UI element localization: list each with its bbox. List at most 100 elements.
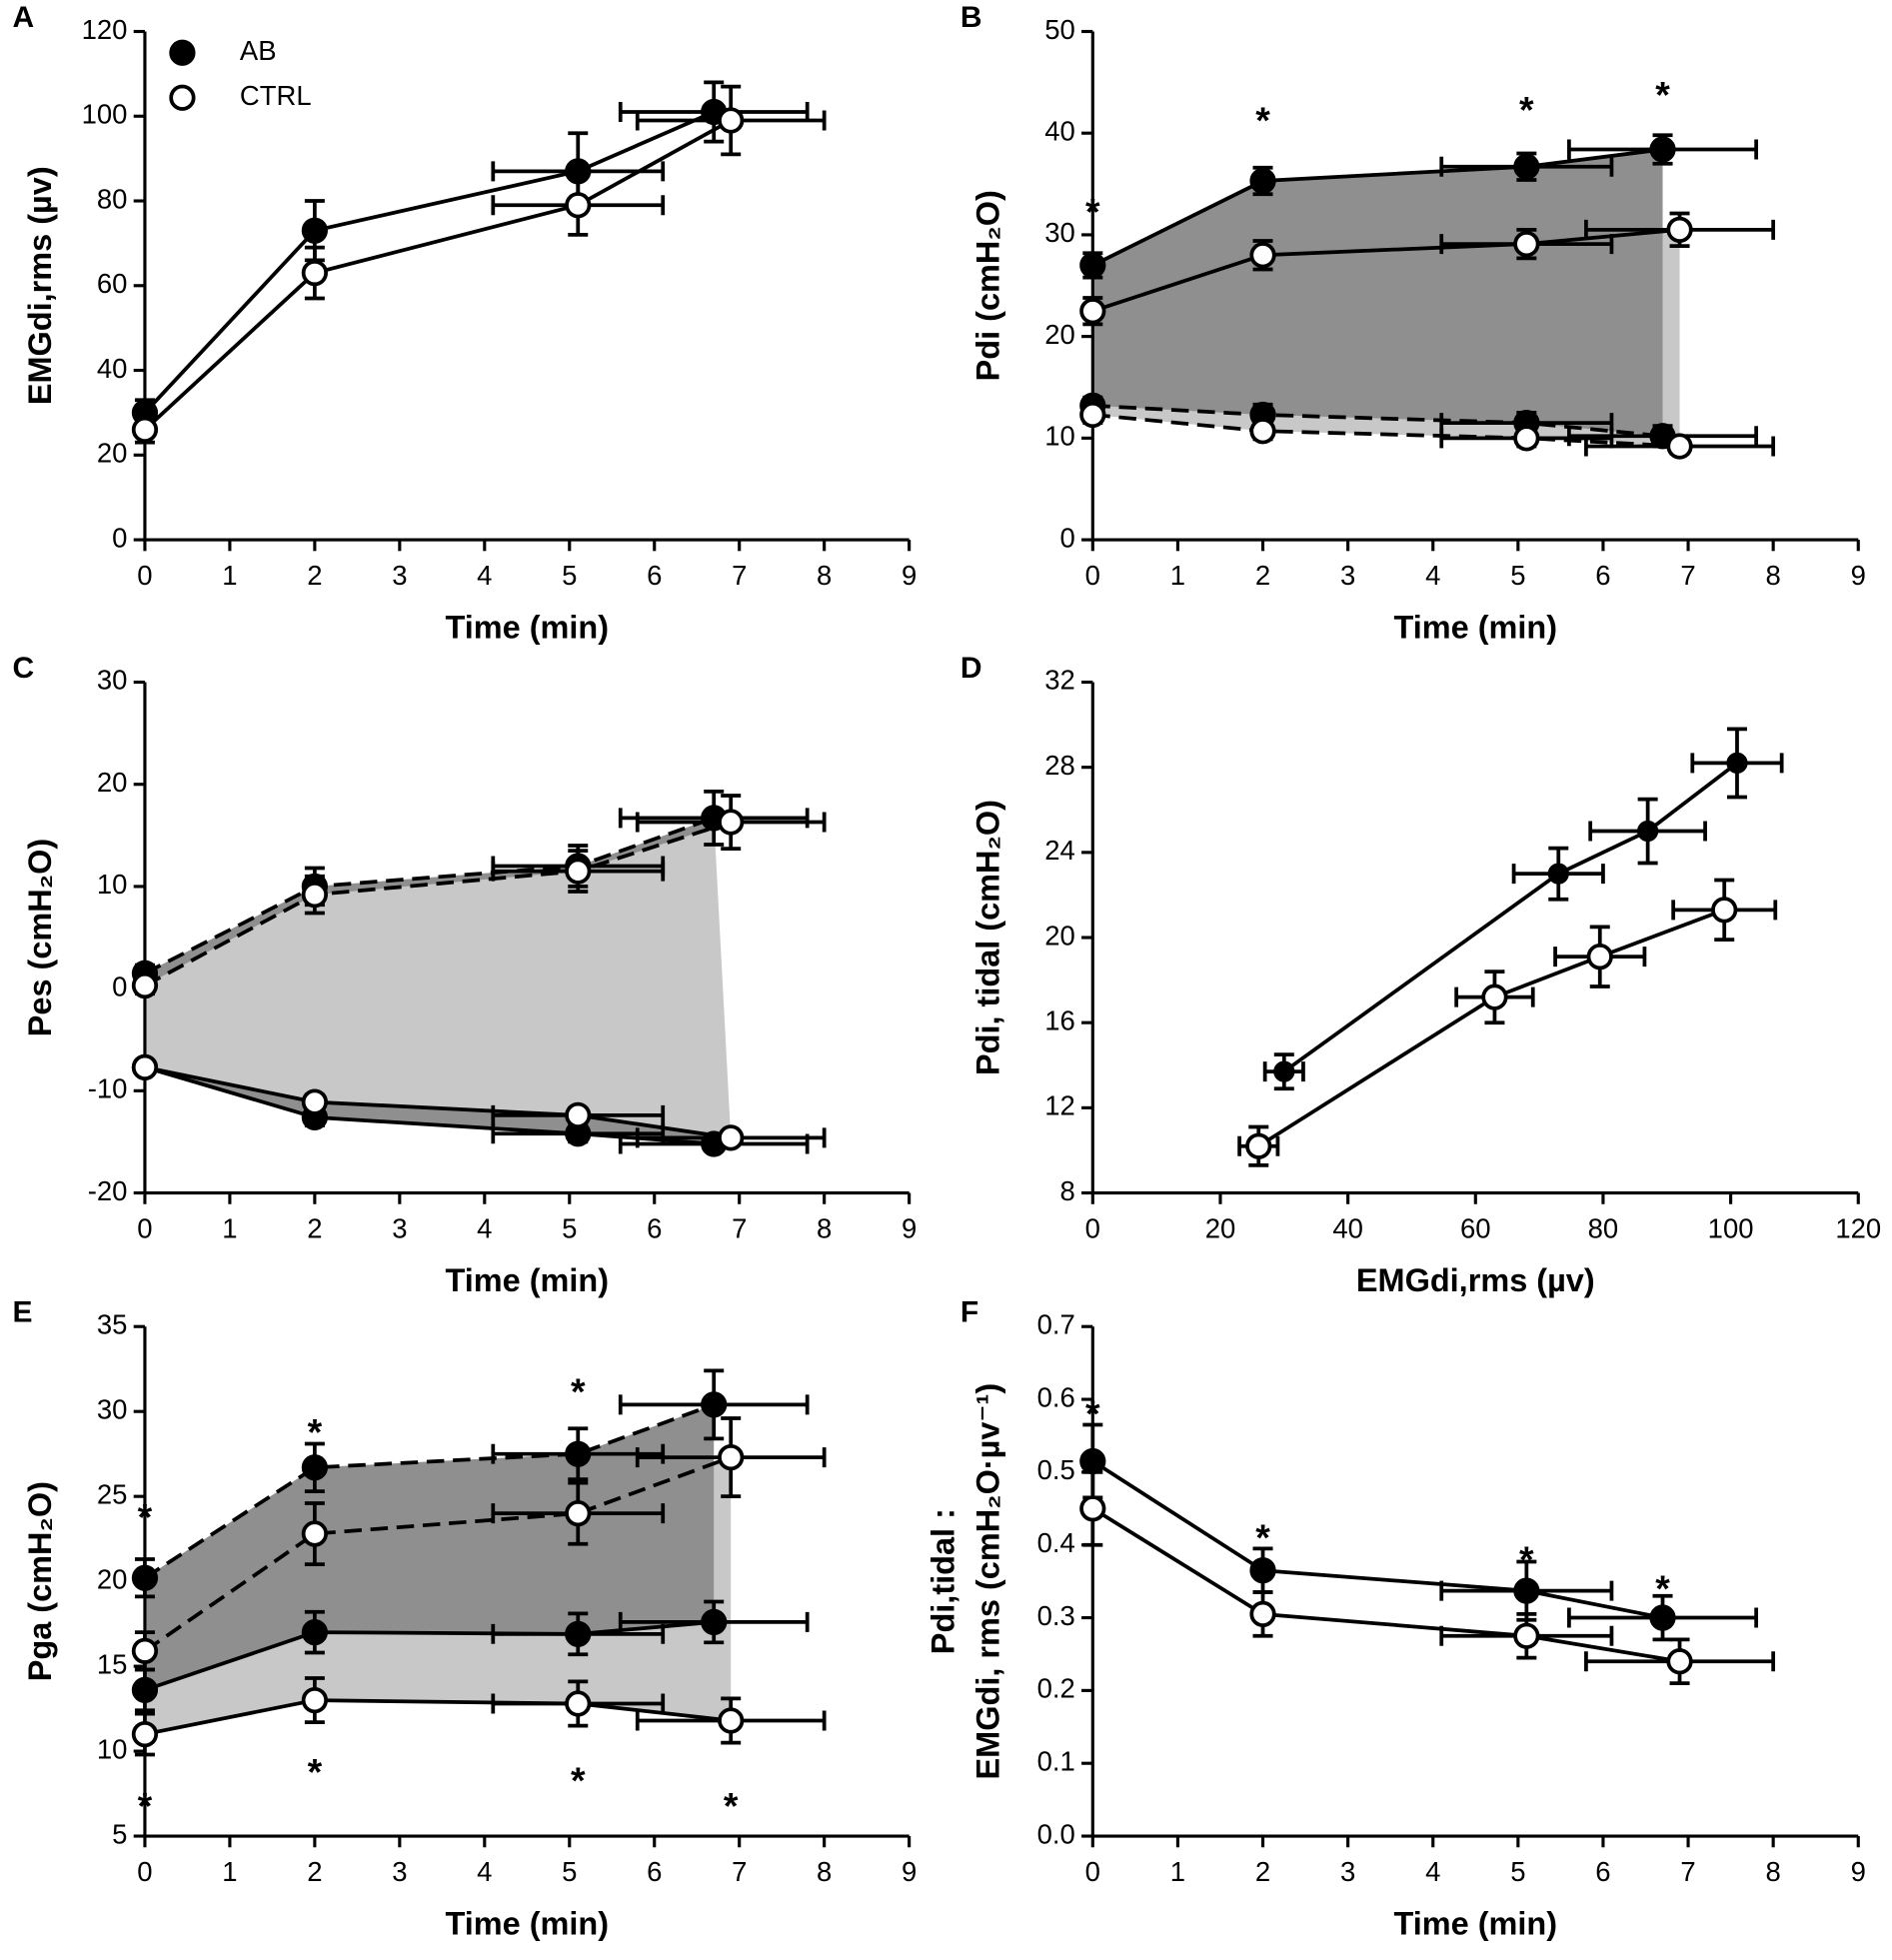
x-tick-label: 0 [1085,1212,1100,1243]
x-tick-label: 5 [1510,560,1525,591]
x-axis-title: Time (min) [446,1906,610,1942]
series-line [144,1064,732,1140]
legend-label: AB [240,35,277,66]
panel: C -20 -10 0 10 20 30 0 1 2 3 4 5 6 7 8 9 Time (min) Pes (c… [12,652,917,1298]
data-point [301,1686,328,1714]
data-point [1547,863,1569,885]
y-tick-label: 20 [1044,920,1075,951]
data-point [1079,401,1106,429]
significance-marker: * [1519,1538,1534,1580]
y-tick-label: 30 [97,665,128,696]
x-tick-label: 2 [307,1856,322,1887]
significance-marker: * [1519,89,1534,131]
data-point [1586,944,1613,971]
y-tick-label: 100 [82,99,128,130]
data-point [718,1707,745,1734]
x-tick-label: 7 [1680,560,1695,591]
data-point [1513,230,1540,258]
data-point [1666,1648,1693,1675]
y-tick-label: 40 [97,353,128,384]
series-line [143,118,733,432]
significance-marker: * [1085,190,1100,232]
legend-marker [169,84,196,111]
data-point [131,1676,159,1704]
y-tick-label: 12 [1044,1090,1075,1121]
data-point [1513,153,1540,180]
data-point [131,1564,159,1591]
x-tick-label: 20 [1205,1212,1236,1243]
data-point [1079,1495,1106,1522]
series-line [144,816,715,976]
x-tick-label: 40 [1332,1212,1363,1243]
panel-letter: C [12,652,34,685]
data-point [1513,1577,1540,1604]
x-tick-label: 9 [1851,1856,1866,1887]
significance-marker: * [308,1411,323,1453]
panel-letter: F [960,1296,978,1329]
panel: B 0 10 20 30 40 50 0 1 2 3 4 5 6 7 8 9 Time (min) Pdi (cmH… [960,1,1866,646]
data-point [565,1440,592,1467]
x-axis-title: Time (min) [446,610,610,646]
data-point [1513,425,1540,452]
y-tick-label: 24 [1044,835,1075,866]
x-tick-label: 1 [1170,560,1185,591]
x-tick-label: 3 [392,1856,407,1887]
y-axis-title: EMGdi, rms (cmH₂O·µv⁻¹) [969,1383,1005,1780]
x-axis-title: Time (min) [1394,1906,1558,1942]
x-tick-label: 1 [222,1212,237,1243]
x-tick-label: 4 [477,560,492,591]
x-tick-label: 2 [307,1212,322,1243]
data-point [301,217,328,244]
data-point [565,192,592,219]
series-line [1282,761,1739,1073]
data-point [131,972,159,999]
series-line [1091,147,1663,268]
y-tick-label: -10 [88,1073,128,1104]
y-tick-label: 5 [112,1818,127,1849]
x-tick-label: 7 [732,560,747,591]
y-tick-label: 20 [97,438,128,469]
data-point [301,881,328,909]
x-tick-label: 8 [817,560,832,591]
data-point [701,1608,728,1636]
x-tick-label: 9 [1851,560,1866,591]
x-tick-label: 3 [392,1212,407,1243]
series-line [143,1455,732,1653]
x-tick-label: 80 [1588,1212,1619,1243]
data-point [718,1443,745,1471]
series-line [1092,403,1663,439]
x-tick-label: 1 [1170,1856,1185,1887]
x-tick-label: 0 [137,560,152,591]
legend-label: CTRL [240,80,312,111]
x-tick-label: 8 [1766,1856,1781,1887]
x-tick-label: 1 [222,560,237,591]
x-tick-label: 120 [1835,1212,1881,1243]
data-point [1649,1604,1676,1631]
data-point [301,1618,328,1646]
y-tick-label: 35 [97,1309,128,1340]
x-tick-label: 9 [902,560,917,591]
y-axis-title: Pdi, tidal (cmH₂O) [969,800,1005,1075]
y-axis-title: Pes (cmH₂O) [22,839,58,1036]
data-point [301,259,328,287]
panel-letter: B [960,1,982,34]
y-tick-label: 0.0 [1037,1818,1075,1849]
y-tick-label: -20 [88,1175,128,1206]
x-tick-label: 0 [137,1856,152,1887]
y-tick-label: 15 [97,1648,128,1679]
data-point [1079,252,1106,279]
data-point [1245,1132,1272,1159]
y-tick-label: 20 [97,1563,128,1594]
y-tick-label: 30 [1044,217,1075,248]
x-tick-label: 60 [1460,1212,1491,1243]
series-line [144,820,732,987]
data-point [301,1454,328,1481]
x-tick-label: 0 [1085,1856,1100,1887]
series-line [144,1620,715,1692]
x-tick-label: 6 [1595,1856,1610,1887]
y-tick-label: 0.4 [1037,1527,1075,1558]
x-tick-label: 6 [647,1212,662,1243]
data-point [565,858,592,885]
data-point [131,1720,159,1748]
